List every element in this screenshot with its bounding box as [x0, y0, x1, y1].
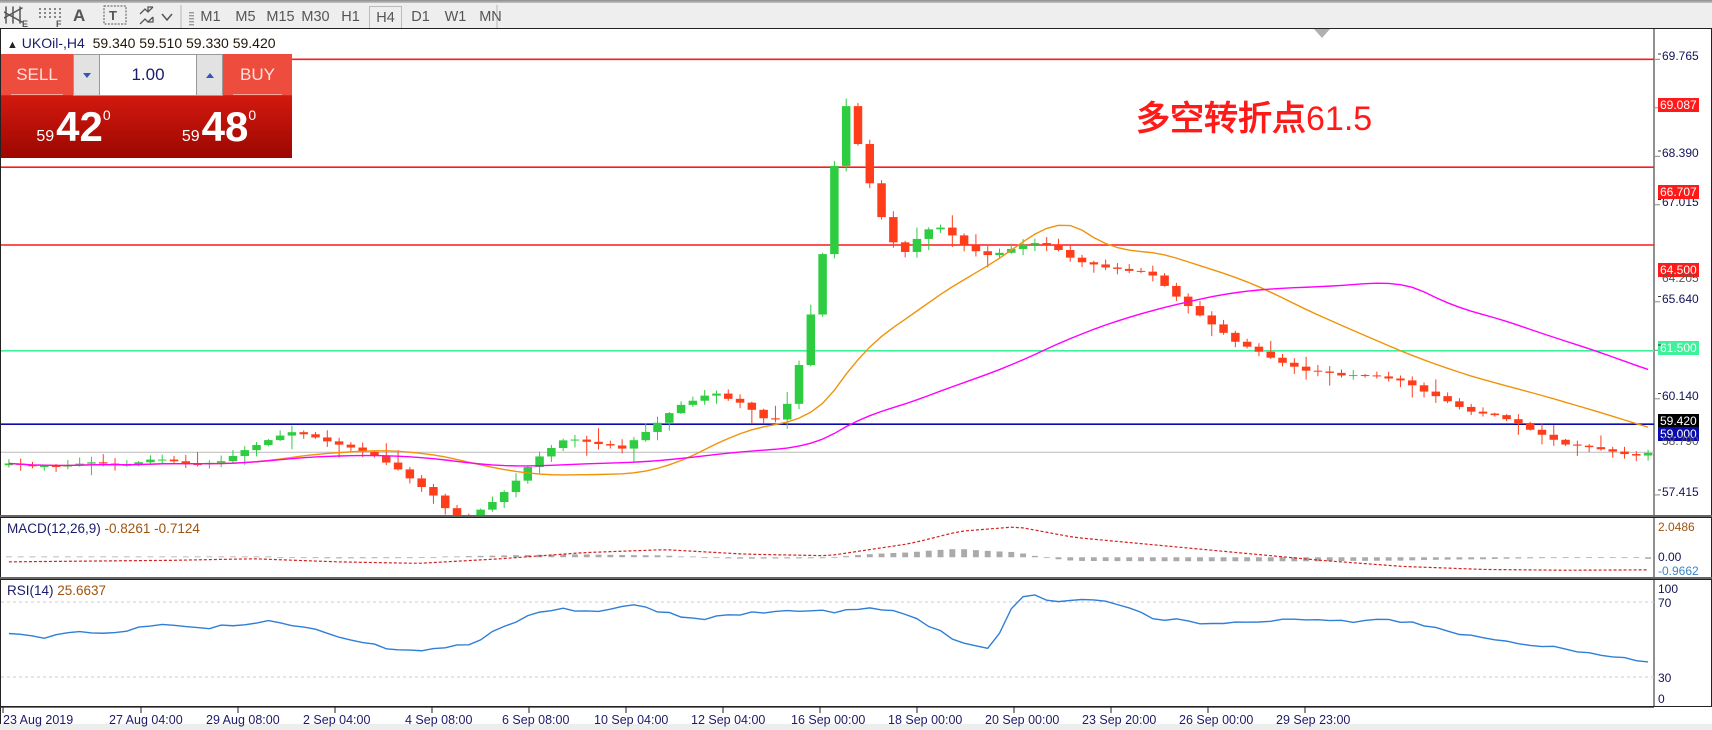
- svg-text:F: F: [56, 19, 62, 28]
- svg-text:E: E: [22, 19, 28, 28]
- svg-text:T: T: [109, 8, 117, 23]
